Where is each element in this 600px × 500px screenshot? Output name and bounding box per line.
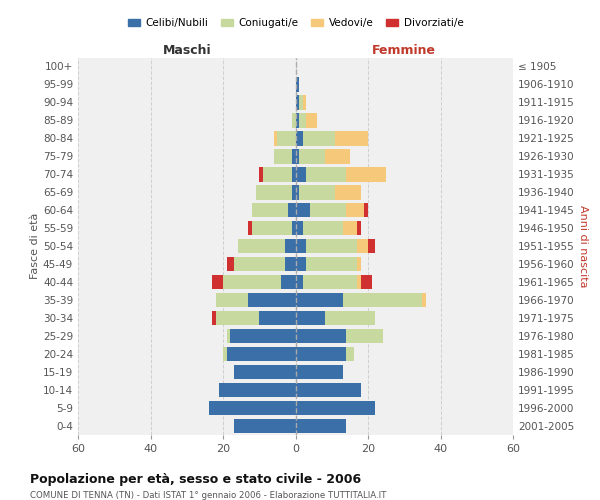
Bar bbox=[227, 329, 230, 344]
Bar bbox=[292, 221, 296, 236]
Bar bbox=[296, 78, 299, 92]
Bar bbox=[227, 347, 296, 362]
Bar bbox=[303, 221, 343, 236]
Bar bbox=[296, 365, 343, 380]
Bar bbox=[238, 239, 284, 254]
Bar bbox=[296, 203, 310, 218]
Bar bbox=[227, 257, 234, 272]
Bar bbox=[303, 275, 357, 289]
Bar bbox=[368, 239, 375, 254]
Bar bbox=[357, 221, 361, 236]
Bar bbox=[256, 185, 292, 200]
Bar bbox=[216, 293, 248, 308]
Bar bbox=[325, 311, 375, 326]
Bar bbox=[310, 203, 346, 218]
Bar bbox=[296, 275, 303, 289]
Bar bbox=[296, 329, 346, 344]
Bar bbox=[296, 149, 299, 164]
Bar bbox=[346, 347, 353, 362]
Bar bbox=[296, 185, 299, 200]
Y-axis label: Anni di nascita: Anni di nascita bbox=[578, 205, 589, 288]
Bar bbox=[259, 167, 263, 182]
Bar bbox=[307, 239, 357, 254]
Bar bbox=[292, 113, 296, 128]
Bar bbox=[274, 149, 292, 164]
Bar bbox=[223, 347, 227, 362]
Bar bbox=[357, 275, 361, 289]
Bar bbox=[335, 185, 361, 200]
Bar bbox=[422, 293, 426, 308]
Bar bbox=[296, 167, 307, 182]
Bar bbox=[296, 347, 346, 362]
Bar bbox=[299, 95, 303, 110]
Bar bbox=[296, 131, 303, 146]
Bar bbox=[220, 383, 296, 397]
Text: COMUNE DI TENNA (TN) - Dati ISTAT 1° gennaio 2006 - Elaborazione TUTTITALIA.IT: COMUNE DI TENNA (TN) - Dati ISTAT 1° gen… bbox=[30, 491, 386, 500]
Bar bbox=[230, 329, 296, 344]
Bar bbox=[303, 95, 307, 110]
Bar bbox=[212, 311, 216, 326]
Bar bbox=[296, 383, 361, 397]
Bar bbox=[364, 203, 368, 218]
Bar bbox=[325, 149, 350, 164]
Bar bbox=[346, 167, 386, 182]
Bar bbox=[346, 329, 383, 344]
Bar bbox=[248, 293, 296, 308]
Bar bbox=[263, 167, 292, 182]
Bar bbox=[259, 311, 296, 326]
Bar bbox=[307, 167, 346, 182]
Bar bbox=[252, 203, 288, 218]
Text: Popolazione per età, sesso e stato civile - 2006: Popolazione per età, sesso e stato civil… bbox=[30, 472, 361, 486]
Bar bbox=[234, 365, 296, 380]
Bar bbox=[292, 167, 296, 182]
Legend: Celibi/Nubili, Coniugati/e, Vedovi/e, Divorziati/e: Celibi/Nubili, Coniugati/e, Vedovi/e, Di… bbox=[124, 14, 467, 32]
Bar bbox=[296, 257, 307, 272]
Bar bbox=[296, 221, 303, 236]
Bar bbox=[296, 401, 375, 415]
Bar bbox=[361, 275, 371, 289]
Bar bbox=[274, 131, 277, 146]
Bar bbox=[335, 131, 368, 146]
Bar bbox=[299, 185, 335, 200]
Bar bbox=[296, 95, 299, 110]
Bar bbox=[281, 275, 296, 289]
Bar bbox=[299, 113, 307, 128]
Bar bbox=[307, 257, 357, 272]
Bar bbox=[212, 275, 223, 289]
Bar bbox=[296, 113, 299, 128]
Bar bbox=[284, 257, 296, 272]
Bar bbox=[296, 293, 343, 308]
Bar bbox=[284, 239, 296, 254]
Bar bbox=[296, 239, 307, 254]
Bar bbox=[303, 131, 335, 146]
Bar bbox=[343, 221, 357, 236]
Bar bbox=[292, 149, 296, 164]
Y-axis label: Fasce di età: Fasce di età bbox=[30, 213, 40, 280]
Bar bbox=[296, 419, 346, 433]
Bar bbox=[357, 257, 361, 272]
Bar bbox=[248, 221, 252, 236]
Bar bbox=[292, 185, 296, 200]
Bar bbox=[346, 203, 364, 218]
Text: Maschi: Maschi bbox=[163, 44, 211, 57]
Bar bbox=[252, 221, 292, 236]
Text: Femmine: Femmine bbox=[372, 44, 436, 57]
Bar bbox=[216, 311, 259, 326]
Bar bbox=[277, 131, 296, 146]
Bar bbox=[299, 149, 325, 164]
Bar bbox=[357, 239, 368, 254]
Bar bbox=[209, 401, 296, 415]
Bar bbox=[296, 311, 325, 326]
Bar bbox=[288, 203, 296, 218]
Bar bbox=[343, 293, 422, 308]
Bar bbox=[223, 275, 281, 289]
Bar bbox=[234, 419, 296, 433]
Bar bbox=[234, 257, 284, 272]
Bar bbox=[307, 113, 317, 128]
